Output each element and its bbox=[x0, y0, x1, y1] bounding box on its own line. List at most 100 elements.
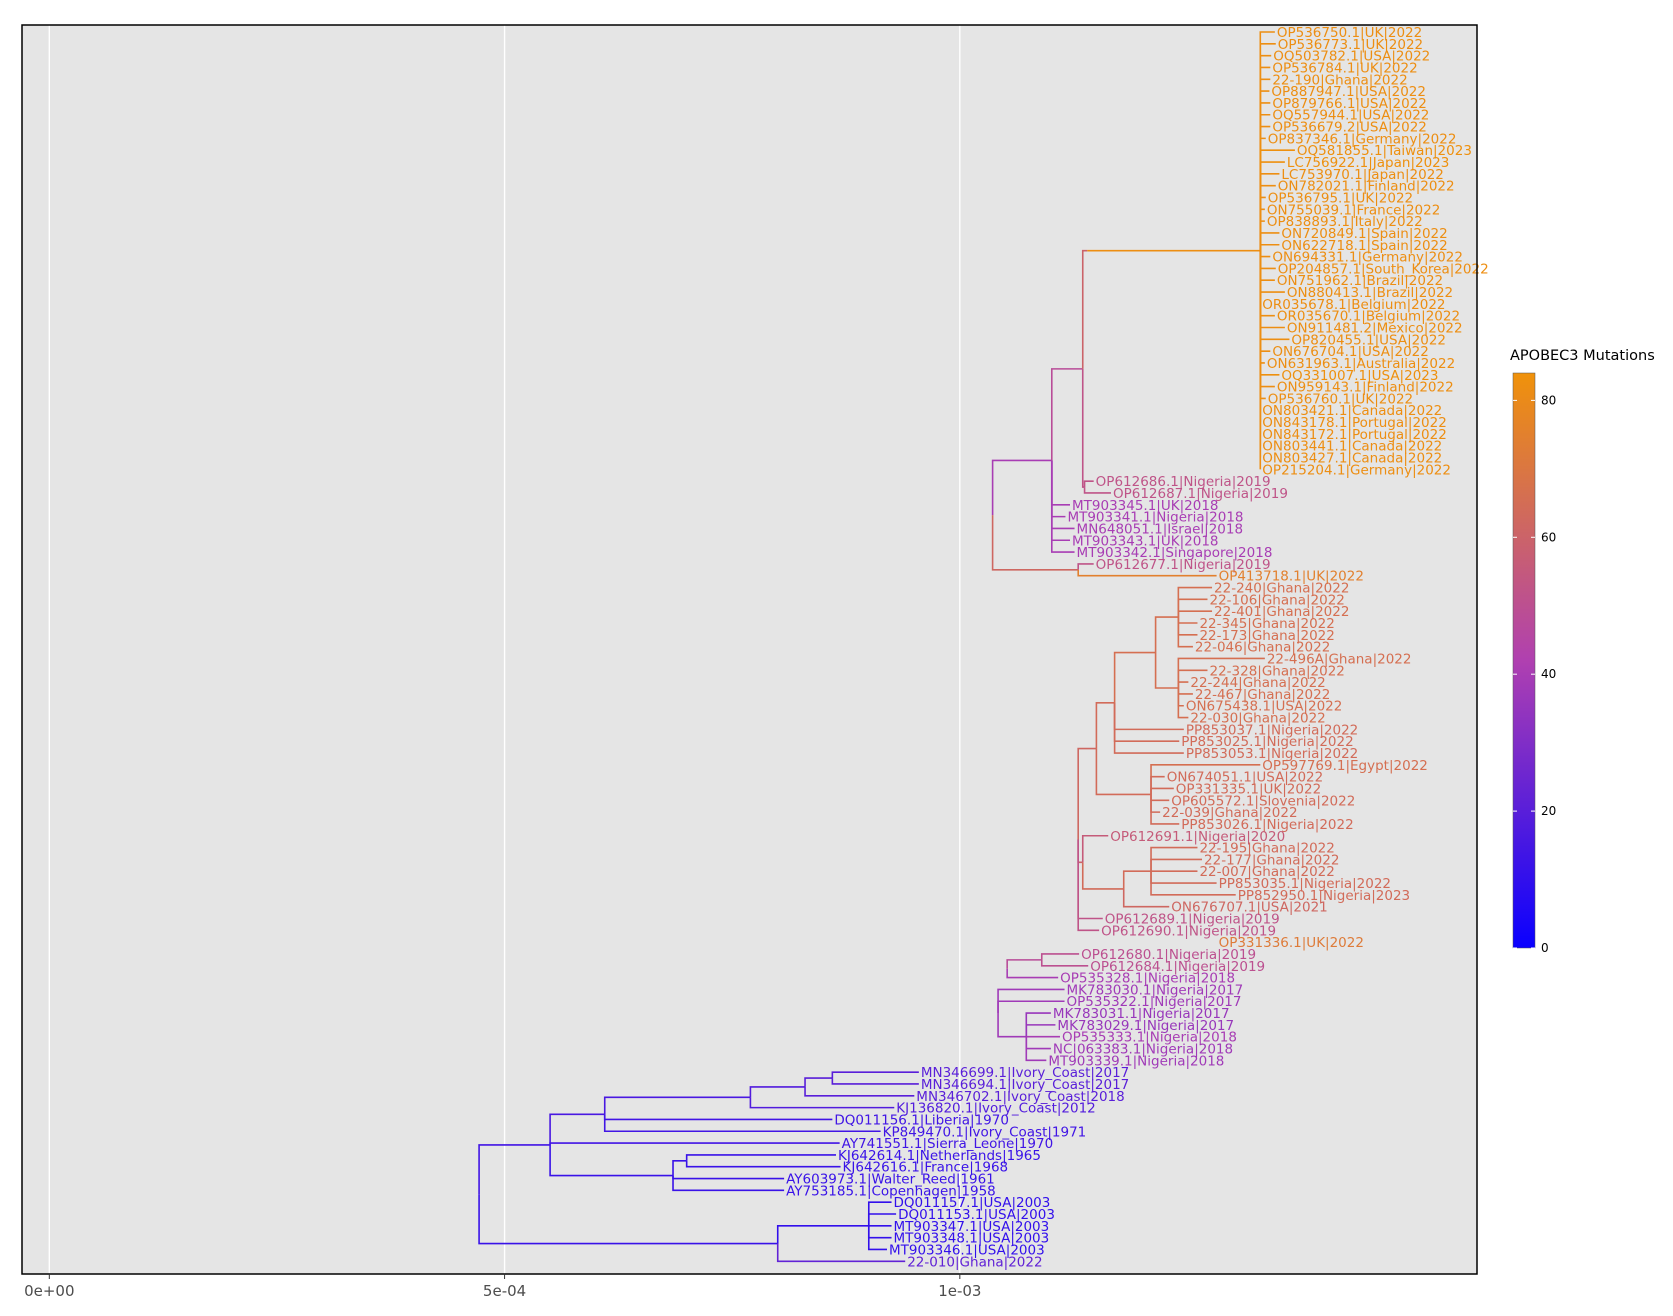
internal-branch bbox=[1006, 959, 1042, 969]
tip-label: 22-030|Ghana|2022 bbox=[1190, 711, 1325, 727]
legend-colorbar bbox=[1512, 372, 1536, 949]
legend-ticks: 0 20 40 60 80 bbox=[1513, 393, 1556, 955]
internal-branch bbox=[1050, 368, 1083, 461]
tip-label: OP413718.1|UK|2022 bbox=[1219, 569, 1364, 585]
plot-panel bbox=[22, 25, 1477, 1274]
gridlines bbox=[48, 25, 961, 1274]
internal-branch bbox=[1095, 701, 1115, 749]
tip-branch bbox=[1150, 871, 1236, 896]
tip-branch bbox=[685, 1160, 841, 1168]
tip-label: ON843178.1|Portugal|2022 bbox=[1262, 415, 1447, 431]
tip-label: 22-106|Ghana|2022 bbox=[1209, 592, 1344, 608]
internal-branch bbox=[478, 1144, 551, 1195]
tip-label: PP853053.1|Nigeria|2022 bbox=[1186, 746, 1358, 762]
tip-label: MN346699.1|Ivory_Coast|2017 bbox=[921, 1065, 1129, 1081]
tip-label: OP820455.1|USA|2022 bbox=[1291, 332, 1446, 348]
tip-label: OQ581855.1|Taiwan|2023 bbox=[1297, 143, 1472, 159]
tip-branch bbox=[997, 1000, 1065, 1014]
tip-branch bbox=[831, 1071, 919, 1079]
legend-tick-label: 20 bbox=[1541, 804, 1556, 818]
tip-label: DQ011153.1|USA|2003 bbox=[898, 1207, 1055, 1223]
tip-label: 22-328|Ghana|2022 bbox=[1209, 663, 1344, 679]
tip-label: ON880413.1|Brazil|2022 bbox=[1287, 285, 1453, 301]
tip-label: OP612687.1|Nigeria|2019 bbox=[1113, 486, 1288, 502]
tip-label: NC|063383.1|Nigeria|2018 bbox=[1053, 1042, 1233, 1058]
tip-branch bbox=[1259, 243, 1280, 251]
tip-label: OP536784.1|UK|2022 bbox=[1272, 60, 1417, 76]
tip-label: OP597769.1|Egypt|2022 bbox=[1262, 758, 1428, 774]
tip-label: DQ011157.1|USA|2003 bbox=[894, 1195, 1051, 1211]
tip-label: MT903343.1|UK|2018 bbox=[1072, 533, 1219, 549]
tip-branch bbox=[1083, 487, 1111, 494]
tip-label: OP536760.1|UK|2022 bbox=[1268, 391, 1413, 407]
tip-label: PP853037.1|Nigeria|2022 bbox=[1186, 722, 1358, 738]
tip-label: LC753970.1|Japan|2022 bbox=[1281, 167, 1443, 183]
tip-label: PP853025.1|Nigeria|2022 bbox=[1181, 734, 1353, 750]
tip-branch bbox=[1025, 1036, 1047, 1062]
tip-label: MT903346.1|USA|2003 bbox=[889, 1242, 1045, 1258]
tip-label: 22-496A|Ghana|2022 bbox=[1267, 651, 1412, 667]
internal-branch bbox=[1154, 616, 1179, 653]
tip-label: 22-046|Ghana|2022 bbox=[1195, 640, 1330, 656]
internal-branch bbox=[997, 1013, 1027, 1038]
tip-label: MT903347.1|USA|2003 bbox=[894, 1219, 1050, 1235]
internal-branch bbox=[991, 459, 1052, 516]
tip-label: MN346702.1|Ivory_Coast|2018 bbox=[916, 1089, 1124, 1105]
tip-branch bbox=[1122, 888, 1170, 908]
tip-label: OP536750.1|UK|2022 bbox=[1277, 25, 1422, 41]
tip-branch bbox=[1150, 858, 1203, 872]
tip-branch bbox=[1150, 787, 1174, 795]
tip-branch bbox=[1177, 610, 1213, 618]
tip-label: OP535322.1|Nigeria|2017 bbox=[1067, 994, 1242, 1010]
tip-label: OP612686.1|Nigeria|2019 bbox=[1096, 474, 1271, 490]
tip-label: ON803427.1|Canada|2022 bbox=[1262, 451, 1442, 467]
tip-label: OP612691.1|Nigeria|2020 bbox=[1110, 829, 1285, 845]
plot-panel-border bbox=[21, 24, 1478, 1275]
tip-label: OP837346.1|Germany|2022 bbox=[1268, 131, 1457, 147]
tip-branch bbox=[1177, 688, 1189, 719]
tree-branches bbox=[478, 32, 1295, 1263]
tip-label: ON751962.1|Brazil|2022 bbox=[1277, 273, 1443, 289]
internal-branch bbox=[603, 1096, 751, 1115]
tip-label: PP852950.1|Nigeria|2023 bbox=[1238, 888, 1410, 904]
tip-branch bbox=[1113, 702, 1184, 754]
tip-label: MT903339.1|Nigeria|2018 bbox=[1048, 1053, 1224, 1069]
tip-label: LC756922.1|Japan|2023 bbox=[1287, 155, 1449, 171]
tip-branch bbox=[549, 1142, 840, 1145]
tip-label: MK783031.1|Nigeria|2017 bbox=[1053, 1006, 1230, 1022]
tip-label: AY603973.1|Walter_Reed|1961 bbox=[786, 1172, 995, 1188]
tip-branch bbox=[749, 1097, 895, 1109]
tip-label: MT903345.1|UK|2018 bbox=[1072, 498, 1219, 514]
tip-label: MK783029.1|Nigeria|2017 bbox=[1057, 1018, 1234, 1034]
internal-branch bbox=[1113, 651, 1156, 703]
tip-branch bbox=[1050, 460, 1075, 553]
tip-label: ON755039.1|France|2022 bbox=[1267, 202, 1440, 218]
tip-label: OP612680.1|Nigeria|2019 bbox=[1081, 947, 1256, 963]
legend-tick-label: 80 bbox=[1541, 393, 1556, 407]
internal-branch bbox=[1081, 249, 1088, 369]
tip-label: OP215204.1|Germany|2022 bbox=[1262, 462, 1451, 478]
tip-label: ON675438.1|USA|2022 bbox=[1186, 699, 1343, 715]
tip-label: KJ642614.1|Netherlands|1965 bbox=[838, 1148, 1041, 1164]
tip-label: AY741551.1|Sierra_Leone|1970 bbox=[842, 1136, 1054, 1152]
tip-label: OP612684.1|Nigeria|2019 bbox=[1090, 959, 1265, 975]
tip-branch bbox=[1040, 959, 1089, 967]
tip-label: 22-345|Ghana|2022 bbox=[1199, 616, 1334, 632]
tip-branch bbox=[1083, 480, 1094, 488]
tip-label: OP879766.1|USA|2022 bbox=[1272, 96, 1427, 112]
internal-branch bbox=[749, 1086, 806, 1098]
tip-label: OP612689.1|Nigeria|2019 bbox=[1105, 912, 1280, 928]
tip-label: OP331335.1|UK|2022 bbox=[1176, 781, 1321, 797]
internal-branch bbox=[1154, 652, 1179, 689]
internal-branch bbox=[776, 1225, 869, 1244]
tip-branch bbox=[1006, 968, 1059, 979]
tip-label: OP605572.1|Slovenia|2022 bbox=[1171, 793, 1355, 809]
tip-label: KP849470.1|Ivory_Coast|1971 bbox=[883, 1124, 1087, 1140]
internal-branch bbox=[549, 1144, 674, 1177]
tip-branch bbox=[685, 1154, 836, 1161]
tip-label: ON803441.1|Canada|2022 bbox=[1262, 439, 1442, 455]
tip-label: OR035670.1|Belgium|2022 bbox=[1277, 309, 1460, 325]
tip-label: MK783030.1|Nigeria|2017 bbox=[1067, 982, 1244, 998]
tip-label: ON694331.1|Germany|2022 bbox=[1272, 250, 1463, 266]
